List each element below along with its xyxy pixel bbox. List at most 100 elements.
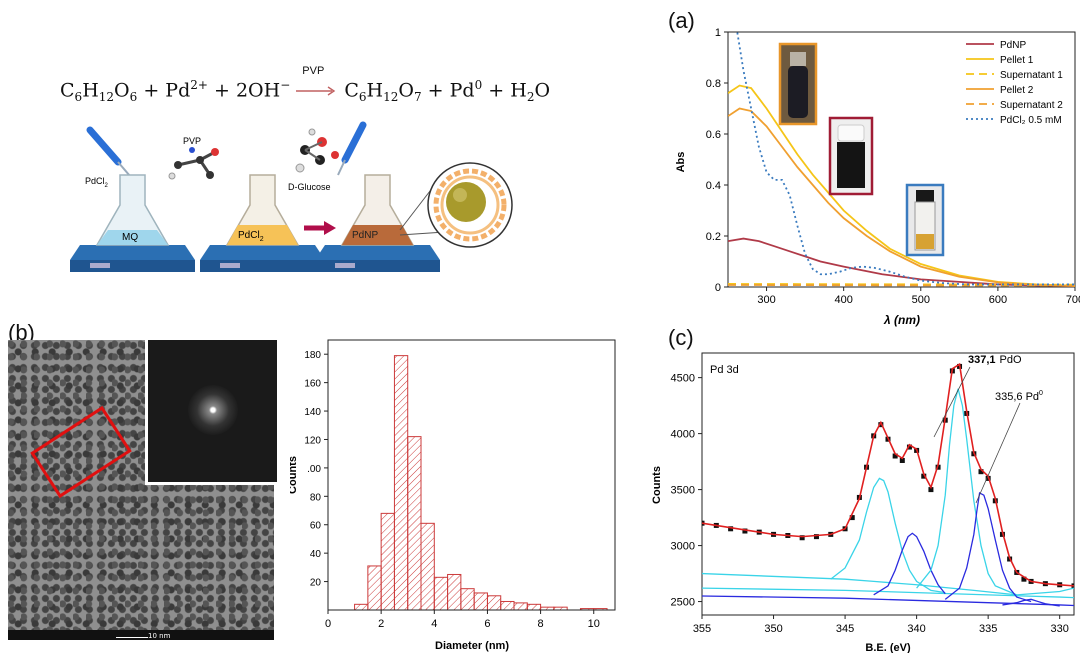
data-point	[878, 422, 884, 428]
series-line-5	[830, 477, 946, 594]
histogram-bar	[500, 600, 515, 611]
vial-photo-pellet2	[828, 116, 874, 196]
data-point	[799, 535, 805, 541]
legend-label: PdNP	[1000, 40, 1026, 51]
pipette-icon-2	[337, 121, 367, 176]
legend-label: Pellet 2	[1000, 85, 1034, 96]
flask-1: MQ	[95, 174, 170, 246]
series-line-4	[728, 284, 1075, 287]
y-tick-label: 0.6	[706, 129, 721, 141]
scale-bar	[116, 637, 148, 638]
vial-photo-supernatant	[905, 183, 945, 257]
plot-frame	[327, 339, 616, 611]
data-point	[928, 487, 934, 493]
y-tick-label: 60	[310, 521, 322, 532]
x-tick-label: 340	[907, 623, 925, 635]
pdcl2-label: PdCl2	[85, 176, 109, 189]
histogram-bar	[420, 522, 435, 611]
x-tick-label: 6	[484, 618, 490, 630]
histogram-bar	[486, 595, 502, 611]
data-point	[899, 457, 905, 463]
y-axis-label: Abs	[675, 152, 687, 173]
histogram-bar	[380, 512, 395, 611]
annotation-line-pd0	[975, 402, 1021, 504]
x-axis-label: λ (nm)	[883, 313, 920, 327]
pvp-molecule-icon: PVP	[168, 136, 219, 180]
annotation-pd0: 335,6 Pd0	[995, 390, 1043, 403]
legend-label: Supernatant 1	[1000, 70, 1063, 81]
xps-chart: 355 350 345 340 335 330 2500 3000 3500 4000 4500 P…	[651, 352, 1075, 653]
glucose-molecule-icon	[295, 128, 339, 173]
region-label: Pd 3d	[710, 364, 739, 376]
series-line-0	[728, 237, 1075, 287]
annotation-line-pdo	[933, 366, 971, 438]
data-point	[742, 528, 748, 534]
y-tick-label: 0.8	[706, 78, 721, 90]
arrow-label: PVP	[302, 65, 325, 78]
stirrer-plate-3	[315, 245, 440, 272]
nanoparticle-icon	[427, 162, 513, 248]
x-axis-label: Diameter (nm)	[435, 640, 509, 652]
series-line-9	[1002, 598, 1060, 607]
x-tick-label: 2	[378, 618, 384, 630]
x-tick-label: 4	[431, 618, 437, 630]
process-arrow-icon	[304, 221, 336, 235]
y-tick-label: 80	[310, 492, 322, 503]
data-point	[978, 469, 984, 475]
flask-2: PdCl2	[225, 174, 300, 246]
x-tick-label: 0	[325, 618, 331, 630]
chart-legend: PdNP Pellet 1 Supernatant 1 Pellet 2 Superna…	[966, 40, 1063, 126]
fft-inset	[145, 340, 277, 485]
data-point	[921, 473, 927, 479]
x-tick-label: 10	[588, 618, 600, 630]
y-tick-label: 0.4	[706, 180, 721, 192]
reaction-arrow	[296, 86, 336, 96]
scale-bar-label: 10 nm	[148, 632, 171, 640]
series-line-5	[736, 32, 1075, 286]
y-tick-label: 2500	[671, 597, 695, 609]
panel-label-a: (a)	[668, 8, 695, 33]
vial-photo-pellet1	[778, 42, 818, 126]
series-line-2	[702, 595, 1074, 607]
y-tick-label: 0	[715, 282, 721, 294]
flask-2-label: PdCl2	[238, 230, 264, 243]
data-point	[728, 526, 734, 532]
series-line-6	[873, 532, 946, 596]
legend-label: Supernatant 2	[1000, 100, 1063, 111]
x-tick-label: 330	[1051, 623, 1069, 635]
data-point	[849, 515, 855, 521]
stirrer-plate-2	[200, 245, 325, 272]
data-point	[906, 444, 912, 450]
histogram-bar	[354, 603, 369, 611]
flask-3: PdNP	[340, 174, 415, 246]
uv-vis-chart: 300 400 500 600 700 0 0.2 0.4 0.6 0.8 1 Abs λ (nm)…	[675, 27, 1080, 327]
synthesis-scheme: PdCl2 MQ PVP PdCl2	[70, 121, 513, 272]
flask-1-label: MQ	[122, 232, 138, 243]
y-tick-label: 160	[304, 379, 321, 390]
pipette-icon	[86, 126, 131, 177]
histogram-bar	[473, 592, 488, 611]
y-tick-label: 1	[715, 27, 721, 39]
x-tick-label: 335	[979, 623, 997, 635]
x-tick-label: 700	[1066, 294, 1080, 306]
legend-label: Pellet 1	[1000, 55, 1034, 66]
histogram-bar	[526, 603, 542, 611]
histogram-bar	[407, 436, 422, 611]
y-tick-label: 40	[310, 549, 322, 560]
x-tick-label: 345	[836, 623, 854, 635]
series-line-7	[916, 388, 1018, 596]
reaction-equation: C6H12O6 + Pd2+ + 2OH− PVP C6H12O7 + Pd0 …	[60, 65, 551, 105]
data-point	[1021, 576, 1027, 582]
series-line-4	[702, 572, 1074, 596]
y-tick-label: 3000	[671, 541, 695, 553]
stirrer-plate-1	[70, 245, 195, 272]
x-tick-label: 500	[912, 294, 930, 306]
y-axis-label: Counts	[651, 466, 663, 504]
legend-label: PdCl₂ 0.5 mM	[1000, 115, 1062, 126]
tem-image: 10 nm	[8, 340, 277, 640]
pvp-label: PVP	[183, 136, 201, 146]
histogram-bar	[367, 565, 382, 611]
y-tick-label: 4000	[671, 429, 695, 441]
histogram-bar	[460, 588, 475, 611]
selection-box	[30, 405, 132, 499]
